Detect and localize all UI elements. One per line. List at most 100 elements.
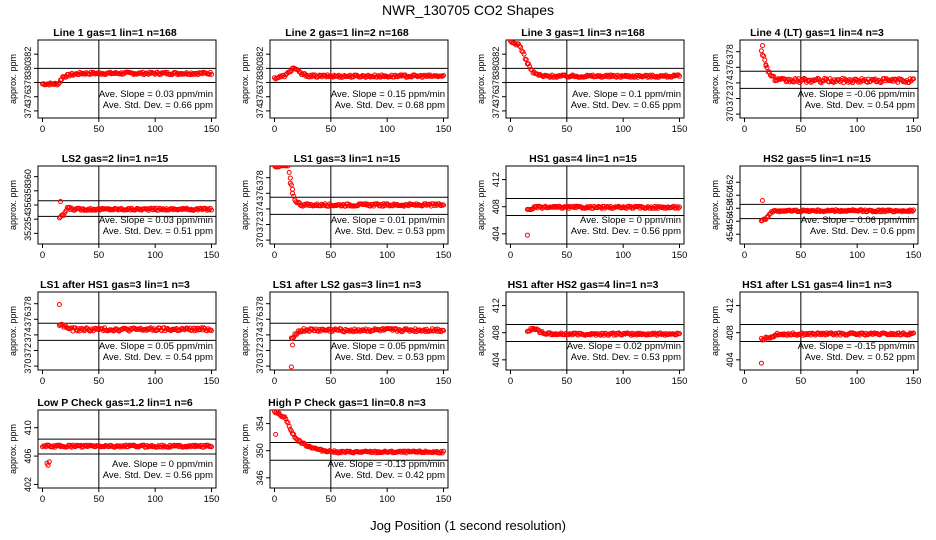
y-axis-label: approx. ppm [240, 54, 250, 104]
x-tick-label: 0 [272, 250, 277, 261]
x-tick-label: 0 [742, 250, 747, 261]
x-tick-label: 50 [326, 250, 337, 261]
data-point [310, 72, 316, 78]
data-point [290, 190, 295, 196]
slope-annotation: Ave. Slope = 0.02 ppm/min [567, 341, 681, 352]
data-point [319, 448, 325, 454]
data-point [441, 328, 446, 333]
slope-annotation: Ave. Slope = -0.15 ppm/min [798, 341, 915, 352]
data-point [292, 331, 298, 337]
data-point [656, 331, 662, 337]
data-point [760, 198, 765, 203]
data-point [804, 331, 809, 336]
x-tick-label: 150 [204, 494, 220, 505]
data-point [335, 74, 341, 79]
data-point [127, 326, 133, 332]
panel-title: LS2 gas=2 lin=1 n=15 [62, 153, 169, 165]
data-point [885, 207, 891, 213]
y-tick-label: 378 [255, 75, 265, 90]
y-tick-label: 374 [255, 103, 265, 118]
y-tick-label: 410 [23, 420, 33, 435]
panel-title: Line 2 gas=1 lin=2 n=168 [285, 27, 409, 39]
slope-annotation: Ave. Slope = 0.1 ppm/min [572, 89, 681, 100]
data-points [40, 442, 214, 468]
data-point [644, 205, 650, 211]
data-points [272, 410, 446, 456]
data-point [633, 331, 639, 337]
data-point [609, 74, 615, 80]
y-axis-label: approx. ppm [476, 54, 486, 104]
data-point [209, 71, 214, 77]
y-axis-label: approx. ppm [710, 180, 720, 230]
y-tick-label: 376 [23, 312, 33, 327]
x-tick-label: 100 [379, 250, 395, 261]
data-point [117, 207, 123, 212]
slope-annotation: Ave. Slope = 0.03 ppm/min [99, 215, 213, 226]
figure-x-axis-label: Jog Position (1 second resolution) [370, 518, 566, 533]
data-point [662, 204, 668, 210]
data-point [831, 79, 836, 85]
x-tick-label: 0 [40, 250, 45, 261]
data-point [192, 71, 198, 77]
x-tick-label: 150 [672, 376, 688, 387]
data-point [758, 360, 764, 366]
slope-annotation: Ave. Slope = 0 ppm/min [112, 459, 213, 470]
y-tick-label: 356 [23, 197, 33, 212]
std-dev-annotation: Ave. Std. Dev. = 0.68 ppm [335, 100, 445, 111]
data-point [283, 416, 289, 422]
y-tick-label: 370 [23, 359, 33, 374]
y-tick-label: 378 [491, 75, 501, 90]
data-point [557, 331, 563, 337]
x-tick-label: 150 [672, 124, 688, 135]
data-point [526, 61, 531, 67]
data-point [814, 77, 820, 83]
x-tick-label: 0 [508, 376, 513, 387]
panel-title: LS1 after LS2 gas=3 lin=1 n=3 [273, 279, 422, 291]
data-point [905, 208, 911, 214]
slope-annotation: Ave. Slope = -0.13 ppm/min [328, 459, 445, 470]
x-tick-label: 50 [562, 376, 573, 387]
data-point [154, 444, 160, 450]
panel-title: Line 3 gas=1 lin=3 n=168 [521, 27, 645, 39]
y-tick-label: 374 [255, 327, 265, 342]
data-point [41, 81, 47, 87]
y-tick-label: 462 [725, 175, 735, 190]
data-point [671, 72, 677, 78]
panel-title: Line 1 gas=1 lin=1 n=168 [53, 27, 177, 39]
y-tick-label: 382 [23, 47, 33, 62]
y-tick-label: 378 [255, 170, 265, 185]
data-point [285, 166, 291, 169]
y-tick-label: 458 [725, 201, 735, 216]
y-tick-label: 404 [491, 226, 501, 241]
plot-frame [269, 409, 449, 489]
data-point [306, 203, 312, 209]
slope-annotation: Ave. Slope = 0.06 ppm/min [801, 215, 915, 226]
y-tick-label: 372 [255, 217, 265, 232]
y-tick-label: 460 [725, 188, 735, 203]
data-point [301, 440, 307, 446]
y-tick-label: 376 [255, 89, 265, 104]
data-point [148, 70, 154, 76]
y-tick-label: 382 [491, 47, 501, 62]
data-point [401, 327, 407, 333]
data-point [845, 79, 851, 85]
y-tick-label: 378 [725, 44, 735, 59]
data-point [299, 329, 304, 335]
data-point [186, 443, 192, 449]
y-axis-label: approx. ppm [8, 424, 18, 474]
x-tick-label: 0 [742, 124, 747, 135]
panel-title: LS1 gas=3 lin=1 n=15 [294, 153, 401, 165]
data-point [198, 70, 204, 76]
data-point [209, 207, 214, 213]
data-points [758, 198, 916, 224]
plot-frame [269, 291, 449, 371]
y-tick-label: 376 [725, 60, 735, 75]
data-point [287, 175, 293, 181]
data-point [844, 208, 850, 214]
std-dev-annotation: Ave. Std. Dev. = 0.52 ppm [805, 352, 915, 363]
y-tick-label: 354 [23, 212, 33, 227]
panel-title: HS1 gas=4 lin=1 n=15 [529, 153, 637, 165]
y-tick-label: 370 [725, 107, 735, 122]
data-point [386, 203, 392, 209]
